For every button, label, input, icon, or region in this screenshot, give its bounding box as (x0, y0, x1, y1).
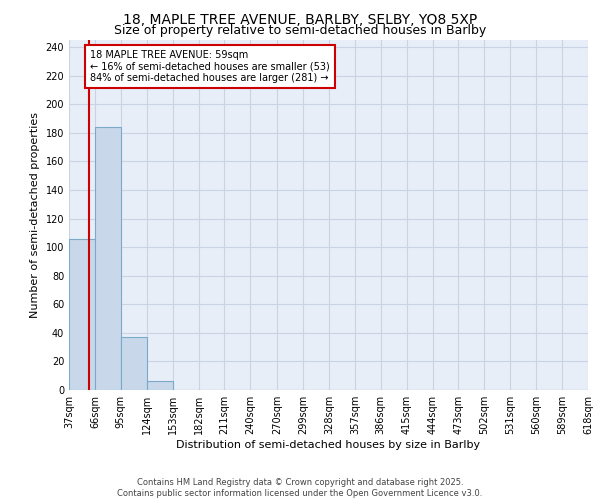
Bar (121, 337, 147, 390)
Bar (69, 238, 95, 390)
X-axis label: Distribution of semi-detached houses by size in Barlby: Distribution of semi-detached houses by … (176, 440, 481, 450)
Text: Size of property relative to semi-detached houses in Barlby: Size of property relative to semi-detach… (114, 24, 486, 37)
Bar (95, 127, 121, 390)
Text: Contains HM Land Registry data © Crown copyright and database right 2025.
Contai: Contains HM Land Registry data © Crown c… (118, 478, 482, 498)
Bar (147, 382, 173, 390)
Text: 18 MAPLE TREE AVENUE: 59sqm
← 16% of semi-detached houses are smaller (53)
84% o: 18 MAPLE TREE AVENUE: 59sqm ← 16% of sem… (90, 50, 330, 83)
Text: 18, MAPLE TREE AVENUE, BARLBY, SELBY, YO8 5XP: 18, MAPLE TREE AVENUE, BARLBY, SELBY, YO… (123, 12, 477, 26)
Y-axis label: Number of semi-detached properties: Number of semi-detached properties (30, 112, 40, 318)
